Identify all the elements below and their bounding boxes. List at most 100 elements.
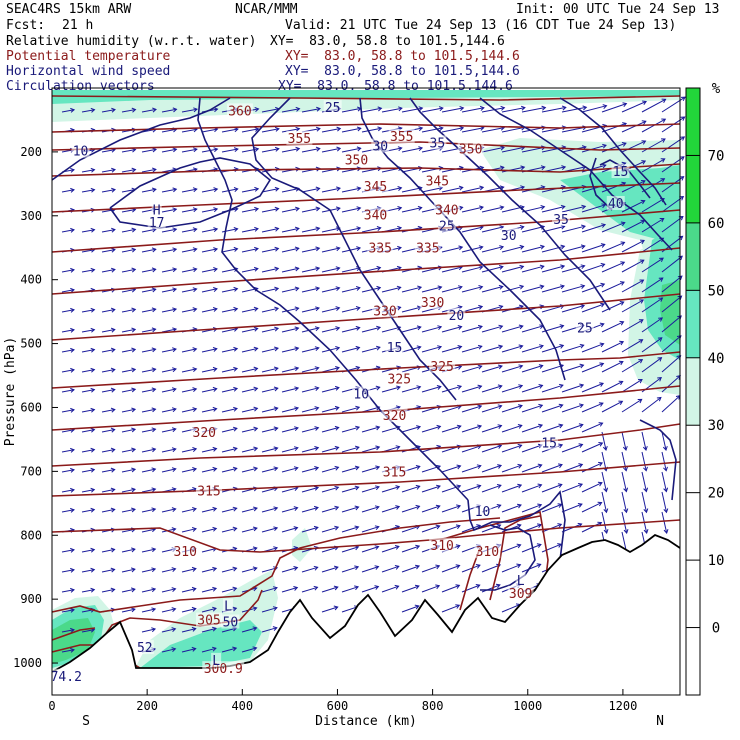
vector-631 [281, 507, 298, 513]
vector-head-635 [374, 505, 380, 511]
vector-head-2 [111, 107, 116, 113]
theta-label-10: 335 [416, 242, 439, 257]
y-axis-title: Pressure (hPa) [3, 337, 18, 447]
vector-head-721 [374, 565, 380, 570]
vector-305 [581, 283, 605, 293]
vector-664 [321, 526, 339, 533]
vector-601 [301, 487, 319, 493]
vector-head-251 [131, 267, 137, 273]
vector-head-258 [274, 266, 280, 272]
vector-694 [321, 546, 339, 553]
vector-head-394 [518, 344, 524, 350]
vector-650 [661, 511, 668, 534]
vector-777 [201, 627, 217, 633]
vector-head-250 [110, 267, 116, 273]
vector-head-437 [131, 387, 137, 393]
vector-head-738 [212, 586, 218, 592]
vector-567 [241, 467, 258, 473]
vector-head-43 [315, 126, 321, 132]
theta-label-3-bg [343, 152, 370, 167]
vector-276 [621, 259, 645, 273]
vector-head-254 [192, 267, 198, 273]
vector-349 [221, 328, 238, 333]
vector-327 [401, 306, 422, 313]
vector-748 [401, 585, 420, 593]
theta-label-21-bg [474, 544, 501, 559]
vector-head-711 [171, 567, 177, 572]
vector-head-681 [70, 547, 75, 553]
vector-head-337 [619, 301, 625, 306]
vector-727 [481, 564, 501, 573]
vector-695 [341, 546, 359, 553]
vector-384 [301, 347, 319, 353]
vector-head-673 [516, 523, 522, 529]
vector-head-558 [70, 467, 75, 473]
x-tick-label-2: 400 [231, 699, 253, 713]
vector-759 [141, 608, 156, 613]
vector-head-344 [131, 327, 137, 333]
vector-head-249 [90, 267, 96, 273]
vector-529 [101, 449, 115, 453]
vector-133 [241, 188, 259, 193]
vector-head-555 [623, 466, 628, 472]
vector-322 [301, 307, 320, 313]
vector-315 [161, 308, 177, 313]
extremum-label-7-bg [49, 668, 84, 683]
vector-head-691 [273, 546, 279, 552]
vector-head-520 [558, 423, 564, 429]
vector-head-498 [110, 427, 116, 433]
vector-head-227 [274, 246, 280, 252]
vector-455 [481, 385, 502, 393]
vector-607 [421, 485, 441, 493]
vector-head-188 [111, 227, 116, 233]
vector-head-516 [477, 424, 483, 430]
vector-head-401 [657, 337, 663, 342]
extremum-label-6-bg [135, 640, 154, 655]
vector-head-194 [233, 227, 239, 232]
vector-head-389 [416, 345, 422, 351]
vector-head-709 [130, 567, 136, 573]
vector-660 [241, 527, 258, 533]
vector-65 [121, 149, 136, 153]
vector-252 [141, 268, 156, 273]
vector-head-340 [677, 295, 683, 300]
vector-186 [61, 229, 75, 233]
vector-head-569 [293, 466, 299, 471]
vector-746 [361, 586, 379, 593]
vector-head-271 [539, 264, 545, 270]
theta-label-0-bg [226, 103, 253, 118]
vector-447 [321, 387, 340, 393]
vector-599 [261, 487, 278, 493]
vector-head-137 [336, 186, 341, 192]
vector-head-297 [437, 285, 443, 291]
vector-head-284 [172, 287, 178, 293]
extremum-label-4: L [517, 574, 525, 589]
vector-head-638 [435, 504, 441, 510]
vector-head-556 [643, 466, 648, 472]
vector-head-563 [171, 467, 177, 473]
theta-label-21: 310 [476, 545, 499, 560]
vector-head-612 [537, 483, 543, 489]
vector-head-308 [658, 277, 664, 282]
vector-758 [121, 608, 136, 613]
vector-412 [241, 367, 258, 373]
vector-378 [181, 348, 197, 353]
vector-179 [541, 206, 565, 213]
vector-head-451 [416, 385, 422, 391]
vector-739 [221, 587, 237, 593]
vector-head-660 [252, 526, 258, 532]
vector-head-28 [642, 100, 647, 105]
vector-head-705 [557, 543, 563, 548]
vector-head-237 [478, 245, 484, 251]
vector-374 [101, 349, 115, 353]
vector-254 [181, 268, 197, 273]
vector-18 [421, 107, 443, 113]
vector-head-521 [578, 423, 584, 429]
theta-label-6: 345 [426, 175, 449, 190]
vector-495 [661, 395, 681, 413]
vector-head-728 [516, 563, 522, 569]
vector-263 [361, 267, 381, 273]
vector-head-774 [151, 627, 157, 633]
vector-95 [101, 169, 116, 173]
theta-label-20: 310 [430, 539, 453, 554]
